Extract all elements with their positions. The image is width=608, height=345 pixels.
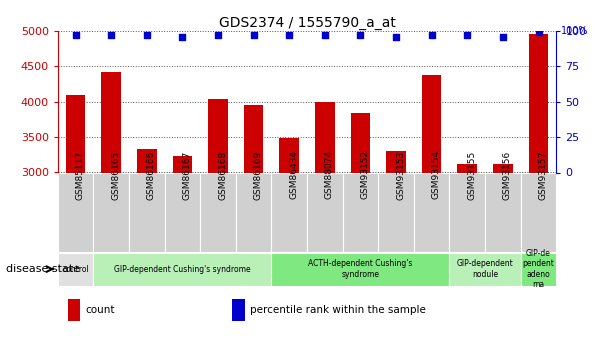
Text: GSM93154: GSM93154 <box>432 150 441 199</box>
Bar <box>414 172 449 252</box>
Point <box>71 32 80 38</box>
Bar <box>165 172 200 252</box>
Bar <box>386 150 406 345</box>
Point <box>178 34 187 39</box>
Bar <box>529 34 548 345</box>
Text: GIP-de
pendent
adeno
ma: GIP-de pendent adeno ma <box>523 249 554 289</box>
Text: 100%: 100% <box>561 26 589 36</box>
Text: GSM93153: GSM93153 <box>396 150 405 199</box>
Bar <box>457 164 477 345</box>
Text: GSM93152: GSM93152 <box>361 150 370 199</box>
Bar <box>315 102 334 345</box>
Bar <box>520 253 556 286</box>
Text: count: count <box>85 305 115 315</box>
Bar <box>94 172 129 252</box>
Bar <box>67 299 80 321</box>
Bar <box>58 172 94 252</box>
Bar <box>485 172 520 252</box>
Bar <box>343 172 378 252</box>
Bar <box>94 253 271 286</box>
Bar <box>236 172 271 252</box>
Point <box>498 34 508 39</box>
Bar <box>200 172 236 252</box>
Bar <box>208 99 228 345</box>
Text: GSM93157: GSM93157 <box>539 150 548 199</box>
Point <box>463 32 472 38</box>
Text: GIP-dependent
nodule: GIP-dependent nodule <box>457 259 514 279</box>
Point <box>285 32 294 38</box>
Text: GSM93155: GSM93155 <box>468 150 476 199</box>
Text: GSM86167: GSM86167 <box>182 150 192 199</box>
Bar <box>58 253 94 286</box>
Title: GDS2374 / 1555790_a_at: GDS2374 / 1555790_a_at <box>219 16 395 30</box>
Text: GSM86434: GSM86434 <box>289 150 299 199</box>
Bar <box>173 156 192 345</box>
Bar <box>520 172 556 252</box>
Text: GIP-dependent Cushing's syndrome: GIP-dependent Cushing's syndrome <box>114 265 250 274</box>
Point <box>320 32 330 38</box>
Bar <box>280 138 299 345</box>
Bar <box>271 253 449 286</box>
Text: GSM93156: GSM93156 <box>503 150 512 199</box>
Point <box>427 32 437 38</box>
Bar <box>232 299 244 321</box>
Bar <box>449 172 485 252</box>
Bar <box>449 253 520 286</box>
Point <box>213 32 223 38</box>
Bar <box>66 95 85 345</box>
Point <box>106 32 116 38</box>
Bar <box>422 75 441 345</box>
Point <box>534 30 544 35</box>
Text: GSM86166: GSM86166 <box>147 150 156 199</box>
Bar <box>271 172 307 252</box>
Text: control: control <box>62 265 89 274</box>
Text: GSM86168: GSM86168 <box>218 150 227 199</box>
Bar <box>137 149 157 345</box>
Text: GSM85117: GSM85117 <box>75 150 85 199</box>
Text: GSM86165: GSM86165 <box>111 150 120 199</box>
Text: percentile rank within the sample: percentile rank within the sample <box>250 305 426 315</box>
Point <box>249 32 258 38</box>
Text: GSM86169: GSM86169 <box>254 150 263 199</box>
Bar <box>129 172 165 252</box>
Bar <box>102 72 121 345</box>
Text: disease state: disease state <box>6 264 80 274</box>
Bar <box>378 172 414 252</box>
Bar <box>307 172 343 252</box>
Bar <box>244 105 263 345</box>
Point <box>391 34 401 39</box>
Point <box>142 32 151 38</box>
Bar <box>351 113 370 345</box>
Text: ACTH-dependent Cushing's
syndrome: ACTH-dependent Cushing's syndrome <box>308 259 413 279</box>
Point <box>356 32 365 38</box>
Bar <box>493 164 513 345</box>
Text: GSM88074: GSM88074 <box>325 150 334 199</box>
